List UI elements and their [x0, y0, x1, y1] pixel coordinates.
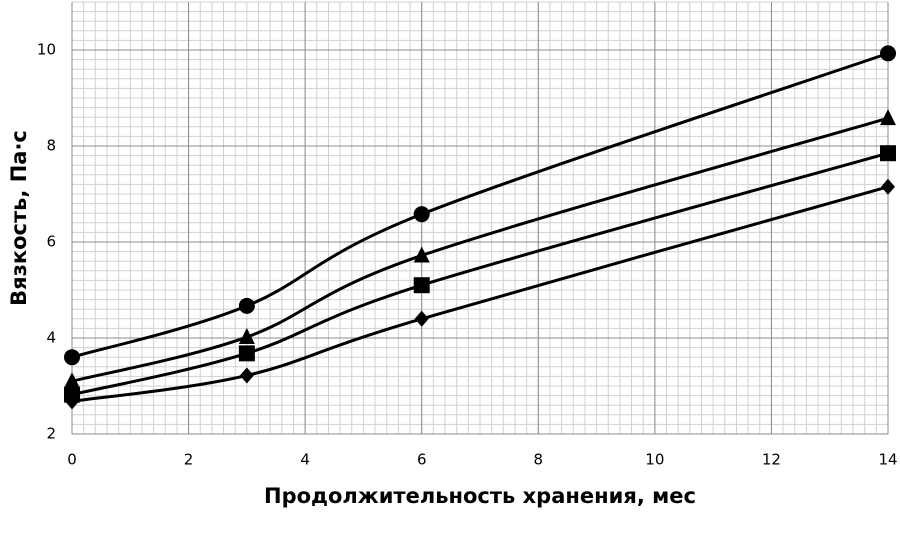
series-line	[71, 185, 889, 403]
y-tick-label: 4	[46, 329, 56, 347]
y-axis-title: Вязкость, Па·с	[7, 130, 31, 306]
marker	[238, 328, 255, 345]
marker	[881, 178, 895, 195]
x-tick-label: 8	[534, 451, 544, 469]
marker	[65, 393, 79, 410]
x-tick-label: 10	[645, 451, 664, 469]
marker	[880, 145, 896, 162]
y-tick-label: 10	[37, 41, 56, 59]
marker	[880, 45, 896, 62]
marker	[413, 206, 430, 223]
x-axis-title: Продолжительность хранения, мес	[264, 484, 696, 508]
marker	[64, 349, 80, 366]
y-tick-label: 2	[46, 425, 56, 443]
x-tick-label: 0	[67, 451, 77, 469]
x-tick-label: 2	[184, 451, 194, 469]
marker	[880, 109, 896, 126]
marker	[413, 246, 430, 263]
marker	[239, 367, 254, 384]
y-tick-label: 8	[46, 137, 56, 155]
marker	[64, 372, 80, 389]
series-line	[71, 151, 889, 397]
x-tick-label: 6	[417, 451, 427, 469]
marker	[413, 277, 430, 294]
marker	[238, 297, 255, 314]
series-line	[71, 51, 889, 359]
x-tick-label: 14	[878, 451, 897, 469]
y-tick-label: 6	[46, 233, 56, 251]
series-line	[71, 116, 889, 383]
x-tick-label: 12	[762, 451, 781, 469]
x-tick-label: 4	[300, 451, 310, 469]
marker	[414, 310, 429, 327]
marker	[238, 345, 255, 362]
